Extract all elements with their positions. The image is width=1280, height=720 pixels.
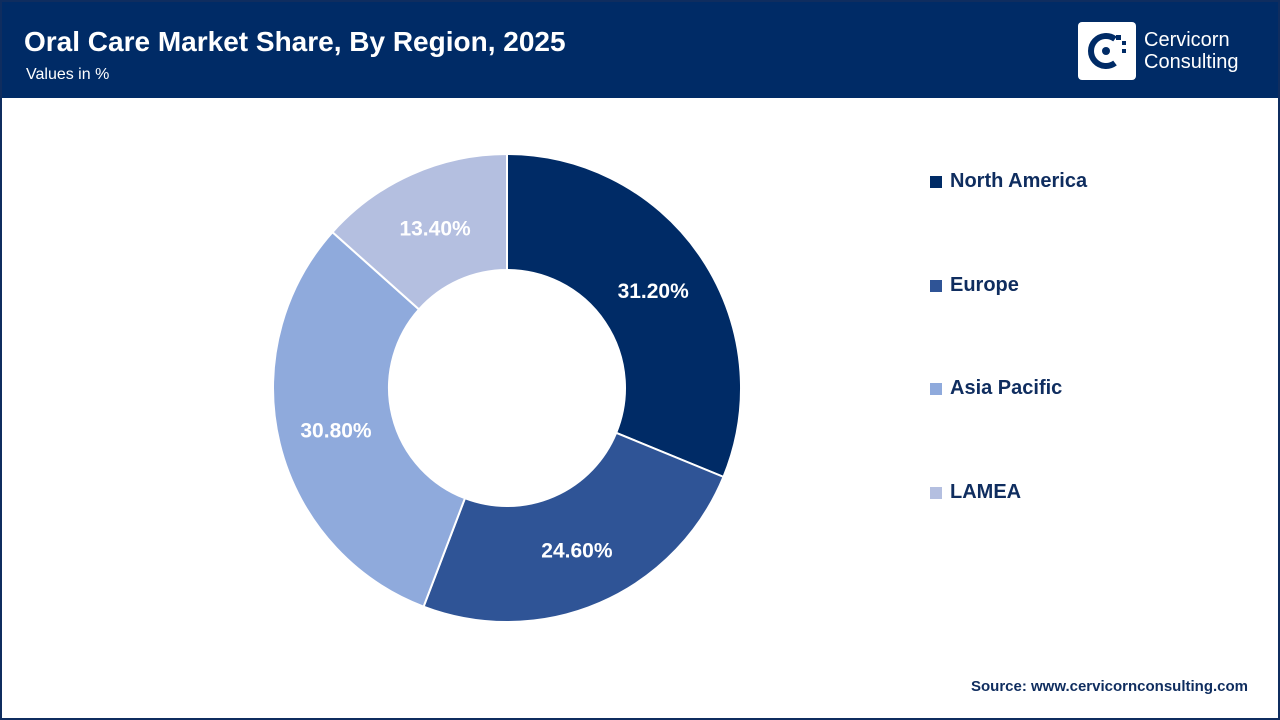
header-bar: Oral Care Market Share, By Region, 2025 …	[2, 2, 1278, 98]
legend-item-europe: Europe	[930, 274, 1019, 297]
donut-slice-asia-pacific	[272, 230, 467, 608]
legend-swatch	[930, 279, 942, 292]
donut-slice-europe	[422, 431, 725, 623]
donut-slice-north-america	[506, 152, 742, 479]
legend-label: Asia Pacific	[950, 377, 1063, 399]
data-label-north-america: 31.20%	[618, 280, 690, 303]
logo-mark-icon	[1078, 22, 1136, 80]
legend-swatch	[930, 175, 942, 188]
legend-label: Europe	[950, 274, 1019, 296]
legend-item-asia-pacific: Asia Pacific	[930, 377, 1062, 400]
chart-subtitle: Values in %	[26, 66, 110, 83]
data-label-europe: 24.60%	[541, 540, 613, 563]
chart-title: Oral Care Market Share, By Region, 2025	[24, 26, 566, 57]
company-logo: Cervicorn Consulting	[1078, 22, 1239, 80]
source-note: Source: www.cervicornconsulting.com	[970, 678, 1248, 695]
data-label-asia-pacific: 30.80%	[300, 420, 372, 443]
legend-label: North America	[950, 170, 1088, 192]
legend-swatch	[930, 486, 942, 499]
data-label-lamea: 13.40%	[399, 217, 471, 240]
legend-item-lamea: LAMEA	[930, 481, 1021, 504]
logo-line-1: Cervicorn	[1144, 29, 1230, 51]
legend-label: LAMEA	[950, 481, 1022, 503]
logo-text: Cervicorn Consulting	[1144, 29, 1239, 73]
logo-line-2: Consulting	[1144, 51, 1239, 73]
donut-slice-lamea	[331, 152, 508, 311]
legend-swatch	[930, 382, 942, 395]
legend-item-north-america: North America	[930, 170, 1087, 193]
